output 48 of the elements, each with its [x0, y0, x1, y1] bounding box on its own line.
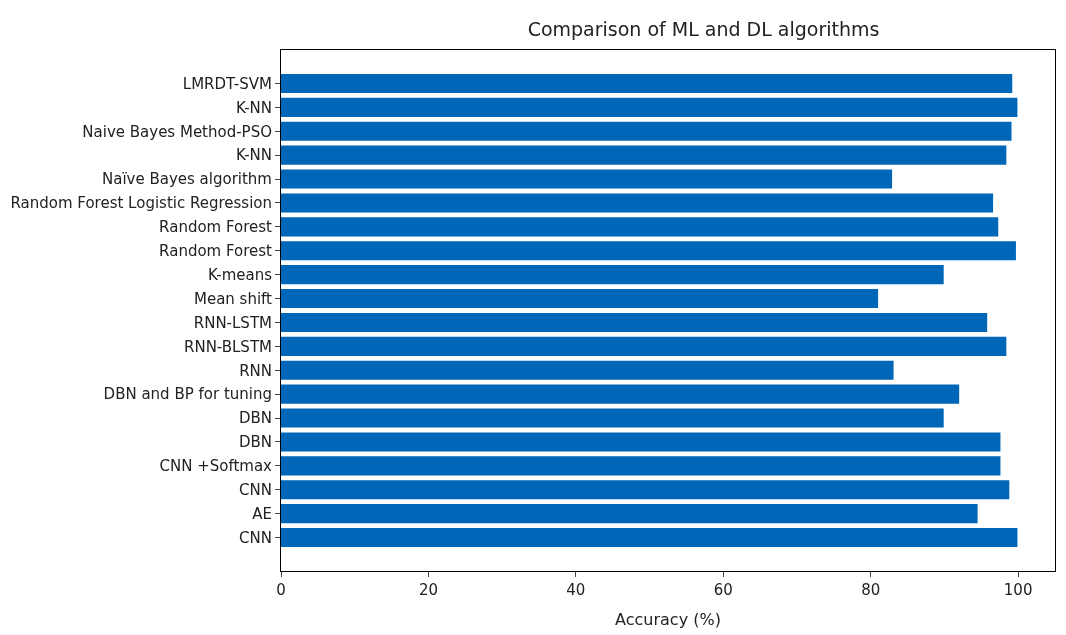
- y-tick-label: Naive Bayes Method-PSO: [82, 122, 272, 141]
- x-tick-label: 40: [566, 581, 586, 599]
- bar: [281, 265, 944, 285]
- y-tick-label: Mean shift: [193, 289, 273, 308]
- bar: [281, 384, 960, 404]
- bar: [281, 360, 894, 380]
- bar: [281, 145, 1007, 165]
- y-tick-label: K-NN: [235, 98, 272, 117]
- y-tick-label: DBN: [238, 409, 272, 428]
- bar: [281, 241, 1016, 261]
- bar: [281, 527, 1018, 548]
- bar: [281, 456, 1001, 476]
- y-tick-label: RNN-LSTM: [193, 313, 272, 332]
- x-tick-label: 0: [276, 581, 286, 599]
- bar: [281, 169, 893, 189]
- y-tick-label: Random Forest Logistic Regression: [10, 194, 272, 213]
- y-tick-label: AE: [252, 504, 272, 523]
- x-tick-label: 80: [861, 581, 881, 599]
- bar: [281, 336, 1007, 356]
- bar: [281, 121, 1012, 141]
- bar: [281, 504, 978, 524]
- y-tick-label: Naïve Bayes algorithm: [101, 170, 272, 189]
- x-tick-label: 20: [418, 581, 438, 599]
- y-tick-label: LMRDT-SVM: [182, 74, 272, 93]
- x-tick-label: 100: [1003, 581, 1033, 599]
- bar: [281, 288, 879, 309]
- y-tick-label: CNN +Softmax: [159, 457, 273, 476]
- bar: [281, 480, 1010, 500]
- bar: [281, 432, 1001, 452]
- y-tick-label: K-NN: [235, 146, 272, 165]
- chart-title: Comparison of ML and DL algorithms: [527, 17, 880, 40]
- bar: [281, 408, 944, 428]
- y-tick-label: RNN: [239, 361, 272, 380]
- x-axis-title: Accuracy (%): [615, 609, 721, 629]
- y-tick-label: CNN: [239, 528, 272, 547]
- bar: [281, 193, 994, 213]
- bar: [281, 217, 999, 237]
- y-tick-label: K-means: [207, 265, 273, 284]
- y-tick-label: DBN and BP for tuning: [103, 385, 272, 404]
- y-tick-label: RNN-BLSTM: [183, 337, 272, 356]
- x-tick-label: 60: [713, 581, 733, 599]
- bar: [281, 312, 988, 333]
- bar: [281, 73, 1013, 94]
- y-tick-label: Random Forest: [159, 242, 273, 260]
- y-tick-label: CNN: [239, 480, 272, 499]
- y-tick-label: DBN: [238, 433, 272, 452]
- bar: [281, 97, 1018, 117]
- y-tick-label: Random Forest: [159, 218, 273, 237]
